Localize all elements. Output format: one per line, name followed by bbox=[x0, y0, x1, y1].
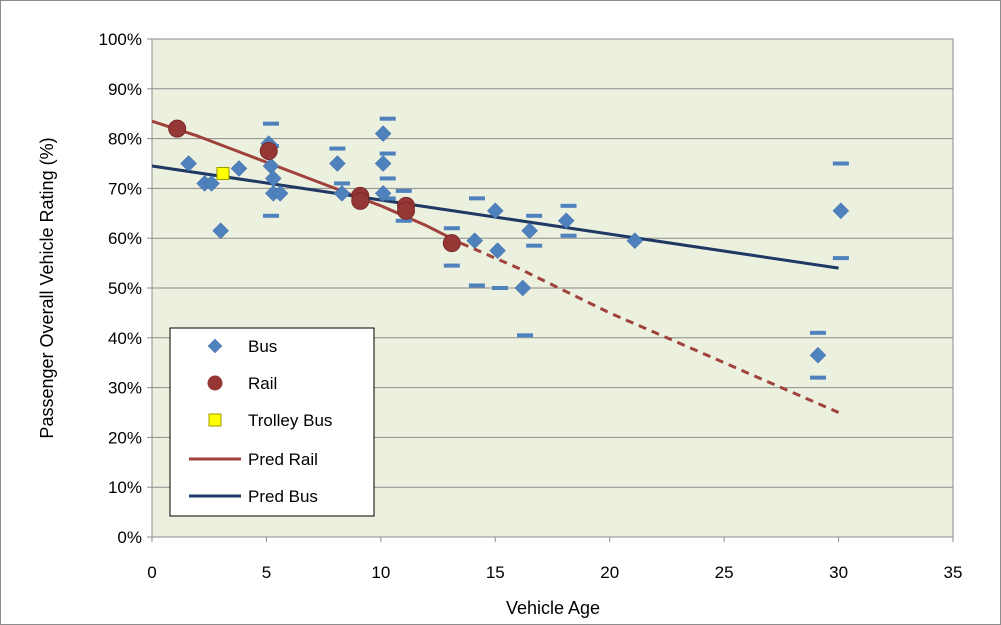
rail-point bbox=[168, 119, 187, 138]
legend-rail-symbol bbox=[207, 375, 223, 391]
y-tick-label: 40% bbox=[108, 329, 142, 348]
error-bar-mark bbox=[832, 161, 849, 166]
legend-bus-symbol bbox=[207, 338, 223, 354]
error-bar-mark bbox=[468, 283, 485, 288]
bus-point bbox=[374, 125, 392, 142]
error-bar-mark bbox=[468, 196, 485, 201]
rail-point bbox=[397, 201, 416, 220]
error-bar-mark bbox=[395, 218, 412, 223]
y-tick-label: 30% bbox=[108, 379, 142, 398]
y-tick-label: 80% bbox=[108, 130, 142, 149]
rail-point bbox=[442, 234, 461, 253]
error-bar-mark bbox=[395, 188, 412, 193]
bus-point bbox=[466, 232, 484, 250]
y-tick-label: 100% bbox=[99, 30, 142, 49]
x-axis-ticks: 0 5 10 15 20 25 30 35 bbox=[147, 537, 962, 582]
error-bar-mark bbox=[560, 233, 577, 238]
bus-point bbox=[333, 185, 351, 202]
legend-label: Bus bbox=[248, 337, 277, 356]
x-tick-label: 0 bbox=[147, 563, 156, 582]
error-bar-mark bbox=[443, 263, 460, 268]
x-tick-label: 15 bbox=[486, 563, 505, 582]
error-bar-mark bbox=[526, 243, 543, 248]
rail-point bbox=[259, 142, 278, 161]
legend-label: Pred Bus bbox=[248, 487, 318, 506]
bus-point bbox=[521, 222, 538, 240]
bus-point bbox=[271, 185, 289, 202]
bus-point bbox=[180, 155, 197, 172]
error-bar-mark bbox=[560, 203, 577, 208]
data-points bbox=[168, 119, 850, 364]
error-bar-mark bbox=[809, 375, 826, 380]
y-tick-label: 0% bbox=[117, 528, 142, 547]
error-bar-mark bbox=[379, 151, 396, 156]
error-bar-mark bbox=[333, 181, 350, 186]
trolley-point bbox=[216, 166, 230, 180]
error-bar-mark bbox=[379, 116, 396, 121]
bus-point bbox=[212, 222, 230, 240]
bus-point bbox=[374, 185, 392, 202]
error-bar-mark bbox=[379, 176, 396, 181]
bus-point bbox=[557, 212, 575, 230]
error-bar-mark bbox=[263, 213, 280, 218]
pred-rail-line bbox=[151, 119, 462, 245]
error-bar-mark bbox=[832, 256, 849, 261]
bus-point bbox=[832, 202, 850, 220]
error-bar-mark bbox=[809, 330, 826, 335]
error-bar-mark bbox=[443, 226, 460, 231]
y-tick-label: 50% bbox=[108, 279, 142, 298]
y-tick-label: 20% bbox=[108, 428, 142, 447]
legend-trolley-symbol bbox=[208, 413, 222, 427]
y-tick-label: 60% bbox=[108, 229, 142, 248]
bus-point bbox=[329, 155, 346, 172]
x-tick-label: 25 bbox=[715, 563, 734, 582]
bus-point bbox=[514, 279, 532, 297]
error-bar-mark bbox=[491, 286, 508, 290]
x-tick-label: 10 bbox=[371, 563, 390, 582]
legend-label: Pred Rail bbox=[248, 450, 318, 469]
bus-point bbox=[809, 346, 827, 364]
x-tick-label: 35 bbox=[944, 563, 963, 582]
y-axis-ticks: 0% 10% 20% 30% 40% 50% 60% 70% 80% 90% 100% bbox=[99, 30, 152, 547]
error-bar-mark bbox=[329, 146, 346, 151]
legend-label: Rail bbox=[248, 374, 277, 393]
error-bar-mark bbox=[517, 333, 534, 338]
bus-point bbox=[230, 160, 248, 177]
x-tick-label: 20 bbox=[600, 563, 619, 582]
bus-point bbox=[626, 232, 644, 250]
error-bar-mark bbox=[526, 213, 543, 218]
rail-point bbox=[351, 191, 370, 210]
legend: Bus Rail Trolley Bus Pred Rail Pred Bus bbox=[169, 327, 375, 517]
bus-point bbox=[374, 155, 392, 172]
y-tick-label: 90% bbox=[108, 80, 142, 99]
x-axis-title: Vehicle Age bbox=[506, 598, 600, 618]
x-tick-label: 5 bbox=[262, 563, 271, 582]
bus-point bbox=[486, 202, 504, 220]
legend-box bbox=[169, 327, 375, 517]
y-axis-title: Passenger Overall Vehicle Rating (%) bbox=[37, 137, 57, 438]
y-tick-label: 70% bbox=[108, 179, 142, 198]
error-bar-marks bbox=[263, 116, 849, 380]
legend-label: Trolley Bus bbox=[248, 411, 332, 430]
error-bar-mark bbox=[379, 196, 396, 201]
y-tick-label: 10% bbox=[108, 478, 142, 497]
error-bar-mark bbox=[263, 121, 280, 126]
bus-point bbox=[203, 175, 220, 192]
pred-rail-dashed-line bbox=[460, 241, 840, 414]
bus-point bbox=[489, 242, 506, 260]
x-tick-label: 30 bbox=[829, 563, 848, 582]
